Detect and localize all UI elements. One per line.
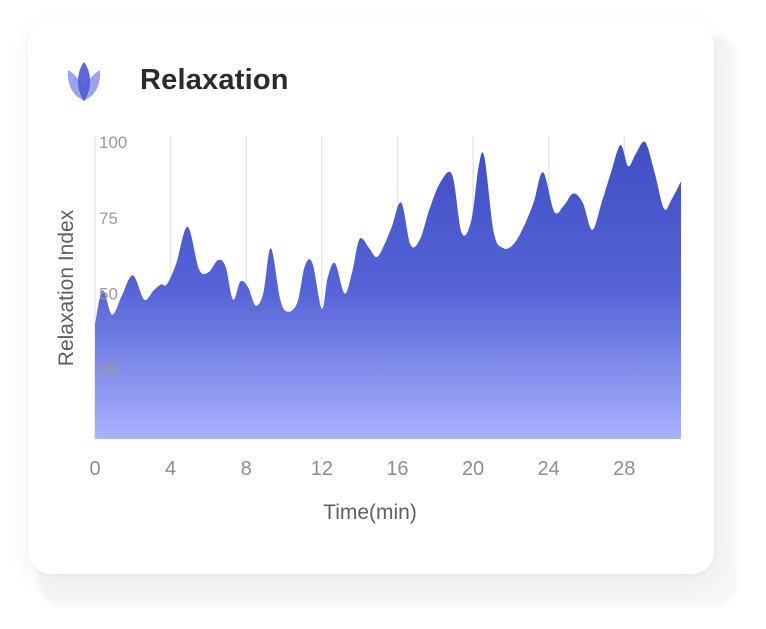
x-tick-28: 28 <box>613 458 635 480</box>
x-tick-4: 4 <box>165 458 176 480</box>
y-tick-25: 25 <box>99 360 118 379</box>
y-tick-100: 100 <box>99 133 127 152</box>
x-tick-0: 0 <box>89 458 100 480</box>
y-tick-labels: 25 50 75 100 <box>99 133 127 379</box>
x-tick-8: 8 <box>241 458 252 480</box>
y-tick-75: 75 <box>99 209 118 228</box>
y-tick-50: 50 <box>99 285 118 304</box>
x-tick-24: 24 <box>538 458 560 480</box>
card-title: Relaxation <box>140 64 289 96</box>
x-axis-label: Time(min) <box>323 501 417 524</box>
x-tick-12: 12 <box>311 458 333 480</box>
x-tick-20: 20 <box>462 458 484 480</box>
lotus-icon <box>67 62 101 101</box>
y-axis-label: Relaxation Index <box>55 209 78 366</box>
x-tick-16: 16 <box>386 458 408 480</box>
relaxation-area <box>95 141 681 440</box>
lotus-petal-center <box>78 62 90 101</box>
x-tick-labels: 0 4 8 12 16 20 24 28 <box>89 458 635 480</box>
